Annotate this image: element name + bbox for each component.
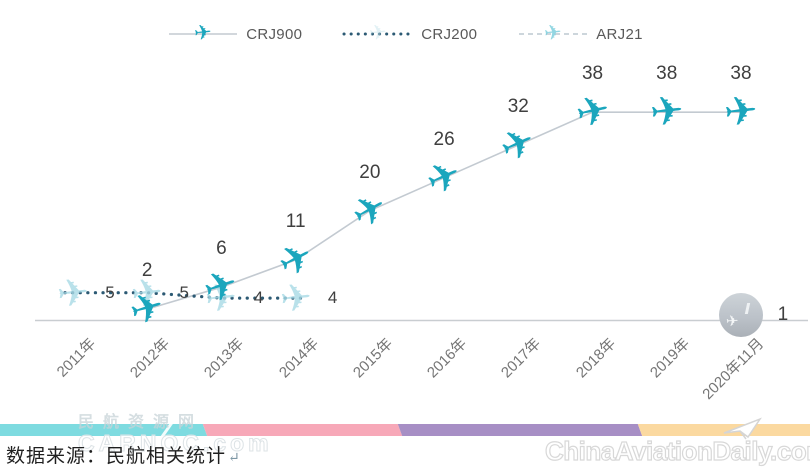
legend-sample-dotted: ✈ xyxy=(342,19,414,46)
crj200-value-label: 4 xyxy=(253,288,264,308)
crj900-value-label: 6 xyxy=(216,238,227,260)
legend-plane-icon: ✈ xyxy=(368,19,389,46)
arj21-tail-fin xyxy=(744,302,751,314)
crj900-value-label: 32 xyxy=(507,96,529,118)
arj21-photo-marker: ✈ xyxy=(718,292,763,337)
china-aviation-daily-watermark: ChinaAviationDaily.com xyxy=(544,435,810,466)
legend-plane-icon: ✈ xyxy=(543,19,564,46)
data-source-note: 数据来源：民航相关统计 ↵ xyxy=(6,441,241,468)
crj200-value-label: 4 xyxy=(327,288,338,308)
return-mark: ↵ xyxy=(228,451,241,466)
crj900-value-label: 11 xyxy=(285,210,306,232)
legend-item-arj21: ✈ ARJ21 xyxy=(517,19,643,46)
crj900-value-label: 26 xyxy=(433,128,455,150)
crj200-value-label: 5 xyxy=(179,282,189,302)
crj200-line xyxy=(63,291,308,300)
crj900-value-label: 2 xyxy=(141,260,153,282)
legend-sample-dashed: ✈ xyxy=(517,19,589,46)
legend-plane-icon: ✈ xyxy=(193,19,214,46)
paper-plane-icon xyxy=(723,417,762,440)
carnoc-watermark-cn: 民航资源网 xyxy=(78,414,204,431)
legend-label: CRJ200 xyxy=(421,25,478,43)
legend-sample-solid: ✈ xyxy=(167,19,239,46)
crj900-value-label: 38 xyxy=(730,63,752,85)
crj200-value-label: 5 xyxy=(105,282,115,302)
legend-label: CRJ900 xyxy=(246,25,303,43)
crj900-line xyxy=(146,111,741,310)
data-source-text: 数据来源：民航相关统计 xyxy=(6,446,227,467)
legend-item-crj900: ✈ CRJ900 xyxy=(167,19,303,46)
crj900-value-label: 38 xyxy=(581,63,604,85)
chart-legend: ✈ CRJ900 ✈ CRJ200 ✈ ARJ21 xyxy=(0,20,810,48)
carnoc-watermark-domain: CARNOC.com xyxy=(78,430,273,457)
arj21-photo-plane-icon: ✈ xyxy=(725,311,739,330)
arj21-value-label: 1 xyxy=(777,303,789,325)
crj900-value-label: 38 xyxy=(656,63,678,85)
legend-label: ARJ21 xyxy=(596,25,643,43)
legend-item-crj200: ✈ CRJ200 xyxy=(342,19,478,46)
crj900-value-label: 20 xyxy=(359,161,381,183)
